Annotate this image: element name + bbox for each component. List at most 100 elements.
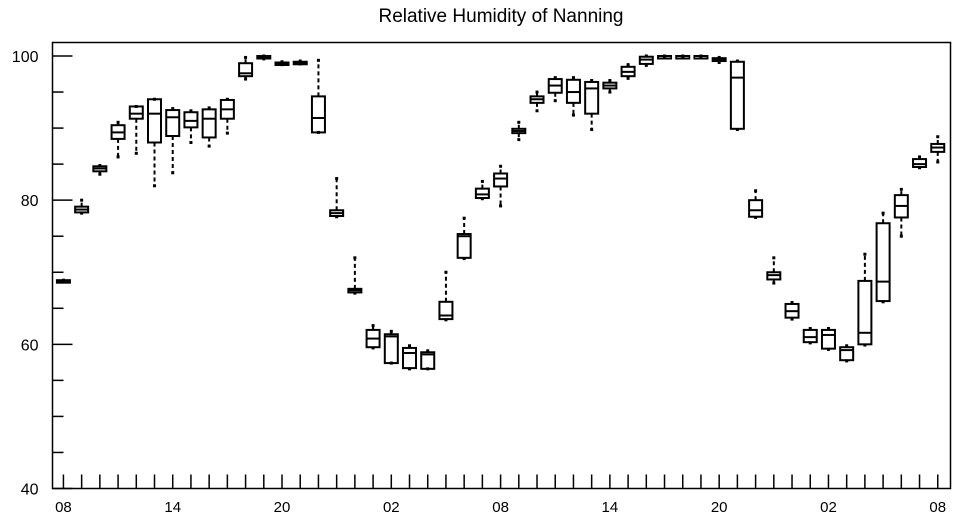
box-7 xyxy=(183,109,199,144)
box-37 xyxy=(729,59,745,132)
box-body xyxy=(729,60,745,130)
box-14 xyxy=(310,58,326,134)
x-tick-label: 20 xyxy=(711,499,728,516)
box-39 xyxy=(766,256,782,285)
x-tick-label: 02 xyxy=(383,499,400,516)
lower-whisker-cap xyxy=(590,128,594,132)
upper-whisker-cap xyxy=(225,97,229,101)
box-body xyxy=(912,158,928,169)
box-47 xyxy=(912,155,928,170)
box-28 xyxy=(565,76,581,117)
x-tick-label: 14 xyxy=(602,499,619,516)
upper-whisker-cap xyxy=(207,106,211,110)
upper-whisker-cap xyxy=(408,344,412,348)
box-body xyxy=(820,328,836,350)
lower-whisker-cap xyxy=(699,55,703,59)
box-body xyxy=(147,98,163,144)
upper-whisker-cap xyxy=(298,59,302,63)
x-axis: 08 14 20 02 08 14 20 02 08 xyxy=(55,474,946,516)
upper-whisker-cap xyxy=(262,54,266,58)
box-body xyxy=(183,111,199,129)
lower-whisker-cap xyxy=(189,141,193,144)
lower-whisker-cap xyxy=(316,130,320,134)
lower-whisker-cap xyxy=(389,361,393,365)
upper-whisker-cap xyxy=(772,256,776,260)
upper-whisker-cap xyxy=(644,54,648,58)
upper-whisker-cap xyxy=(444,270,448,274)
x-tick-label: 02 xyxy=(820,499,837,516)
lower-whisker-cap xyxy=(335,215,339,219)
box-9 xyxy=(219,97,235,135)
upper-whisker-cap xyxy=(899,187,903,191)
box-20 xyxy=(420,349,436,371)
lower-whisker-cap xyxy=(353,291,357,295)
lower-whisker-cap xyxy=(98,172,102,176)
upper-whisker-cap xyxy=(754,189,758,193)
x-tick-label: 08 xyxy=(55,499,72,516)
upper-whisker-cap xyxy=(590,79,594,83)
y-tick-label: 60 xyxy=(21,337,39,354)
box-body xyxy=(456,233,472,259)
box-5 xyxy=(147,97,163,188)
y-tick-label: 80 xyxy=(21,193,39,210)
lower-whisker-cap xyxy=(153,184,157,188)
lower-whisker-cap xyxy=(553,99,557,103)
box-24 xyxy=(493,164,509,208)
lower-whisker-cap xyxy=(298,62,302,66)
box-body xyxy=(402,346,418,370)
upper-whisker-cap xyxy=(280,60,284,64)
box-16 xyxy=(347,256,363,295)
lower-whisker-cap xyxy=(863,343,867,347)
box-body xyxy=(201,108,217,139)
lower-whisker-cap xyxy=(280,63,284,67)
box-15 xyxy=(329,177,345,219)
box-body xyxy=(493,172,509,188)
box-body xyxy=(802,328,818,344)
x-tick-label: 14 xyxy=(164,499,181,516)
lower-whisker-cap xyxy=(480,197,484,201)
lower-whisker-cap xyxy=(918,166,922,170)
upper-whisker-cap xyxy=(845,344,849,348)
box-3 xyxy=(110,120,126,159)
lower-whisker-cap xyxy=(808,341,812,345)
upper-whisker-cap xyxy=(98,164,102,168)
upper-whisker-cap xyxy=(735,59,739,63)
y-tick-label: 100 xyxy=(12,49,39,66)
box-19 xyxy=(402,344,418,371)
upper-whisker-cap xyxy=(389,329,393,333)
lower-whisker-cap xyxy=(735,128,739,132)
box-31 xyxy=(620,63,636,80)
lower-whisker-cap xyxy=(80,211,84,215)
upper-whisker-cap xyxy=(480,179,484,183)
box-0 xyxy=(55,278,71,284)
upper-whisker-cap xyxy=(153,97,157,101)
upper-whisker-cap xyxy=(717,55,721,59)
box-17 xyxy=(365,324,381,350)
box-series xyxy=(55,54,946,371)
x-tick-label: 20 xyxy=(274,499,291,516)
box-44 xyxy=(857,252,873,347)
lower-whisker-cap xyxy=(408,367,412,371)
upper-whisker-cap xyxy=(808,326,812,330)
lower-whisker-cap xyxy=(608,90,612,94)
chart-title: Relative Humidity of Nanning xyxy=(378,6,623,27)
upper-whisker-cap xyxy=(316,58,320,62)
upper-whisker-cap xyxy=(244,55,248,59)
lower-whisker-cap xyxy=(826,347,830,351)
box-32 xyxy=(638,54,654,67)
box-45 xyxy=(875,211,891,304)
lower-whisker-cap xyxy=(116,155,120,159)
box-2 xyxy=(92,164,108,176)
upper-whisker-cap xyxy=(918,155,922,159)
upper-whisker-cap xyxy=(335,177,339,181)
upper-whisker-cap xyxy=(881,211,885,215)
box-body xyxy=(584,80,600,115)
upper-whisker-cap xyxy=(134,104,138,108)
upper-whisker-cap xyxy=(517,120,521,124)
box-body xyxy=(310,95,326,134)
upper-whisker-cap xyxy=(462,216,466,220)
lower-whisker-cap xyxy=(426,367,430,371)
x-tick-label: 08 xyxy=(492,499,509,516)
box-4 xyxy=(128,104,144,155)
